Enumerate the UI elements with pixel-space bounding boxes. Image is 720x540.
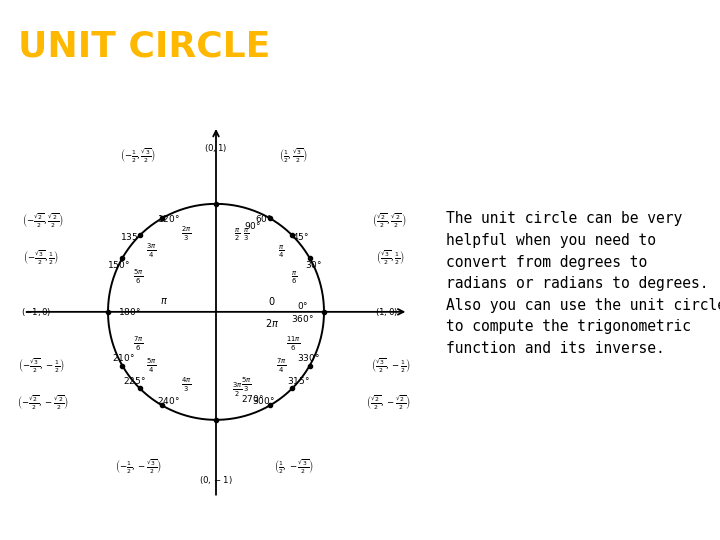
Text: $\left(\frac{\sqrt{3}}{2},\frac{1}{2}\right)$: $\left(\frac{\sqrt{3}}{2},\frac{1}{2}\ri… (377, 249, 405, 267)
Text: $2\pi$: $2\pi$ (265, 316, 279, 329)
Text: $\left(-\frac{1}{2},\frac{\sqrt{3}}{2}\right)$: $\left(-\frac{1}{2},\frac{\sqrt{3}}{2}\r… (120, 147, 156, 165)
Text: $\frac{5\pi}{6}$: $\frac{5\pi}{6}$ (133, 268, 143, 286)
Text: $\left(-\frac{\sqrt{3}}{2},\frac{1}{2}\right)$: $\left(-\frac{\sqrt{3}}{2},\frac{1}{2}\r… (23, 249, 59, 267)
Text: $0$: $0$ (269, 295, 276, 307)
Text: $\frac{11\pi}{6}$: $\frac{11\pi}{6}$ (287, 335, 301, 353)
Text: $270°$: $270°$ (241, 393, 264, 404)
Text: $(1,0)$: $(1,0)$ (375, 306, 398, 318)
Text: $\frac{3\pi}{4}$: $\frac{3\pi}{4}$ (146, 242, 156, 260)
Text: $330°$: $330°$ (297, 352, 320, 363)
Text: $90°$: $90°$ (244, 220, 261, 231)
Text: $120°$: $120°$ (157, 213, 180, 225)
Text: $\left(-\frac{\sqrt{3}}{2},-\frac{1}{2}\right)$: $\left(-\frac{\sqrt{3}}{2},-\frac{1}{2}\… (18, 357, 64, 375)
Text: $\left(\frac{\sqrt{2}}{2},\frac{\sqrt{2}}{2}\right)$: $\left(\frac{\sqrt{2}}{2},\frac{\sqrt{2}… (372, 212, 406, 230)
Text: $45°$: $45°$ (292, 231, 309, 242)
Text: $\pi$: $\pi$ (160, 296, 168, 306)
Text: $30°$: $30°$ (305, 259, 322, 270)
Text: $315°$: $315°$ (287, 375, 310, 387)
Text: $\frac{\pi}{4}$: $\frac{\pi}{4}$ (278, 243, 284, 260)
Text: $(-1,0)$: $(-1,0)$ (22, 306, 52, 318)
Text: $\frac{4\pi}{3}$: $\frac{4\pi}{3}$ (181, 376, 191, 394)
Text: $150°$: $150°$ (107, 259, 130, 270)
Text: $60°$: $60°$ (255, 213, 272, 225)
Text: $\frac{7\pi}{4}$: $\frac{7\pi}{4}$ (276, 357, 286, 375)
Text: $(0,-1)$: $(0,-1)$ (199, 474, 233, 487)
Text: $\frac{3\pi}{2}$: $\frac{3\pi}{2}$ (233, 381, 243, 399)
Text: $240°$: $240°$ (157, 395, 180, 406)
Text: $225°$: $225°$ (122, 375, 145, 387)
Text: $\frac{5\pi}{3}$: $\frac{5\pi}{3}$ (241, 376, 251, 394)
Text: $\left(-\frac{1}{2},-\frac{\sqrt{3}}{2}\right)$: $\left(-\frac{1}{2},-\frac{\sqrt{3}}{2}\… (115, 458, 161, 476)
Text: $\frac{\pi}{6}$: $\frac{\pi}{6}$ (291, 269, 297, 286)
Text: The unit circle can be very
helpful when you need to
convert from degrees to
rad: The unit circle can be very helpful when… (446, 212, 720, 356)
Text: $\left(\frac{\sqrt{3}}{2},-\frac{1}{2}\right)$: $\left(\frac{\sqrt{3}}{2},-\frac{1}{2}\r… (372, 357, 410, 375)
Text: $\left(\frac{1}{2},\frac{\sqrt{3}}{2}\right)$: $\left(\frac{1}{2},\frac{\sqrt{3}}{2}\ri… (279, 147, 308, 165)
Text: $\left(-\frac{\sqrt{2}}{2},\frac{\sqrt{2}}{2}\right)$: $\left(-\frac{\sqrt{2}}{2},\frac{\sqrt{2… (22, 212, 64, 230)
Text: $\frac{5\pi}{4}$: $\frac{5\pi}{4}$ (146, 357, 156, 375)
Text: $\left(\frac{1}{2},-\frac{\sqrt{3}}{2}\right)$: $\left(\frac{1}{2},-\frac{\sqrt{3}}{2}\r… (274, 458, 313, 476)
Text: $135°$: $135°$ (120, 231, 143, 242)
Text: $\frac{7\pi}{6}$: $\frac{7\pi}{6}$ (133, 335, 143, 353)
Text: $\frac{\pi}{3}$: $\frac{\pi}{3}$ (243, 226, 249, 242)
Text: $\frac{\pi}{2}$: $\frac{\pi}{2}$ (235, 226, 240, 242)
Text: $300°$: $300°$ (252, 395, 275, 406)
Text: $180°$: $180°$ (118, 306, 141, 318)
Text: $0°$
$360°$: $0°$ $360°$ (291, 300, 314, 324)
Text: $\left(-\frac{\sqrt{2}}{2},-\frac{\sqrt{2}}{2}\right)$: $\left(-\frac{\sqrt{2}}{2},-\frac{\sqrt{… (17, 394, 69, 411)
Text: UNIT CIRCLE: UNIT CIRCLE (18, 29, 271, 63)
Text: $\frac{2\pi}{3}$: $\frac{2\pi}{3}$ (181, 225, 191, 243)
Text: $\left(\frac{\sqrt{2}}{2},-\frac{\sqrt{2}}{2}\right)$: $\left(\frac{\sqrt{2}}{2},-\frac{\sqrt{2… (366, 394, 411, 411)
Text: $(0,1)$: $(0,1)$ (204, 141, 228, 154)
Text: $210°$: $210°$ (112, 352, 135, 363)
